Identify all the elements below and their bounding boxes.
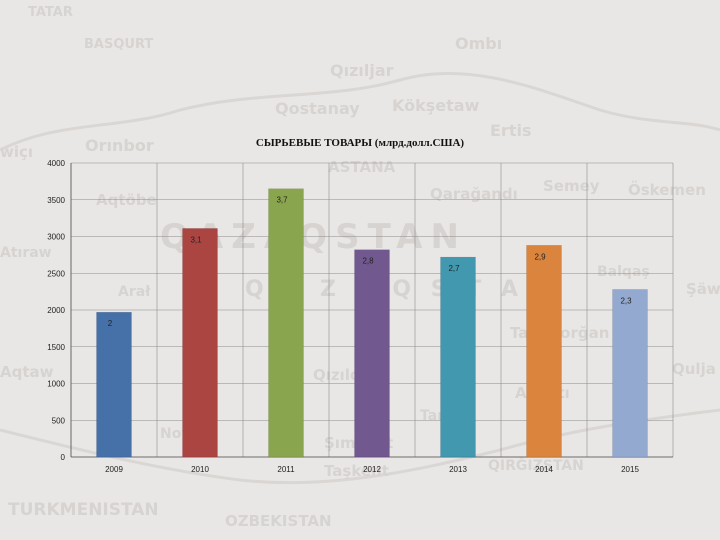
bar-2010 xyxy=(182,228,218,458)
map-label: Semey xyxy=(543,177,600,195)
data-label-2011: 3,7 xyxy=(276,196,288,205)
y-tick-label: 1000 xyxy=(47,380,65,389)
map-label: OZBEKISTAN xyxy=(225,512,332,530)
chart-title: СЫРЬЕВЫЕ ТОВАРЫ (млрд.долл.США) xyxy=(256,137,464,149)
map-label: Qızıljar xyxy=(330,61,394,80)
map-label: Balqaş xyxy=(597,264,650,280)
x-tick-label-2011: 2011 xyxy=(277,465,295,474)
map-label: Ombı xyxy=(455,34,502,53)
data-labels: 2 3,1 3,7 2,8 2,7 2,9 2,3 xyxy=(108,196,632,328)
data-label-2010: 3,1 xyxy=(190,235,202,244)
map-label: BASQURT xyxy=(84,37,153,52)
map-label: Orınbor xyxy=(85,136,154,155)
map-label: wiçı xyxy=(0,143,33,161)
x-tick-label-2009: 2009 xyxy=(105,465,123,474)
x-tick-label-2012: 2012 xyxy=(363,465,381,474)
data-label-2009: 2 xyxy=(108,319,113,328)
y-axis-tick-labels: 0 500 1000 1500 2000 2500 3000 3500 4000 xyxy=(47,159,65,462)
x-tick-label-2013: 2013 xyxy=(449,465,467,474)
data-label-2013: 2,7 xyxy=(448,264,460,273)
map-label: Şäw xyxy=(686,280,720,298)
map-label: TATAR xyxy=(28,5,73,20)
map-label: Taşkent xyxy=(324,462,389,480)
map-label: Kökşetaw xyxy=(392,96,480,115)
x-axis-tick-labels: 2009 2010 2011 2012 2013 2014 2015 xyxy=(105,465,639,474)
x-tick-label-2015: 2015 xyxy=(621,465,639,474)
bar-2014 xyxy=(526,245,562,458)
bar-2011 xyxy=(268,188,304,458)
bar-2009 xyxy=(96,311,132,458)
map-label: QIRĞIZSTAN xyxy=(488,456,584,474)
map-label: Öskemen xyxy=(628,180,706,199)
data-label-2012: 2,8 xyxy=(362,257,374,266)
map-label: Arał xyxy=(118,284,151,300)
y-tick-label: 2000 xyxy=(47,306,65,315)
x-tick-label-2014: 2014 xyxy=(535,465,553,474)
data-label-2015: 2,3 xyxy=(620,296,632,305)
x-tick-label-2010: 2010 xyxy=(191,465,209,474)
bar-2015 xyxy=(612,289,648,458)
y-tick-label: 500 xyxy=(52,416,66,425)
y-tick-label: 3000 xyxy=(47,233,65,242)
y-tick-label: 3500 xyxy=(47,196,65,205)
bar-2012 xyxy=(354,249,390,458)
data-label-2014: 2,9 xyxy=(534,252,546,261)
y-tick-label: 0 xyxy=(61,453,66,462)
map-label: Atıraw xyxy=(0,245,52,261)
map-label: Ertis xyxy=(490,121,531,140)
map-label: Qulja xyxy=(672,360,716,378)
y-tick-label: 2500 xyxy=(47,269,65,278)
map-label: Aqtaw xyxy=(0,363,54,381)
map-label: Qarağandı xyxy=(430,185,518,203)
bars xyxy=(96,188,648,458)
map-label: Qostanay xyxy=(275,99,360,118)
y-tick-label: 4000 xyxy=(47,159,65,168)
y-tick-label: 1500 xyxy=(47,343,65,352)
bar-2013 xyxy=(440,256,476,458)
map-label: ASTANA xyxy=(328,158,396,176)
map-label: TURKMENISTAN xyxy=(8,500,159,520)
